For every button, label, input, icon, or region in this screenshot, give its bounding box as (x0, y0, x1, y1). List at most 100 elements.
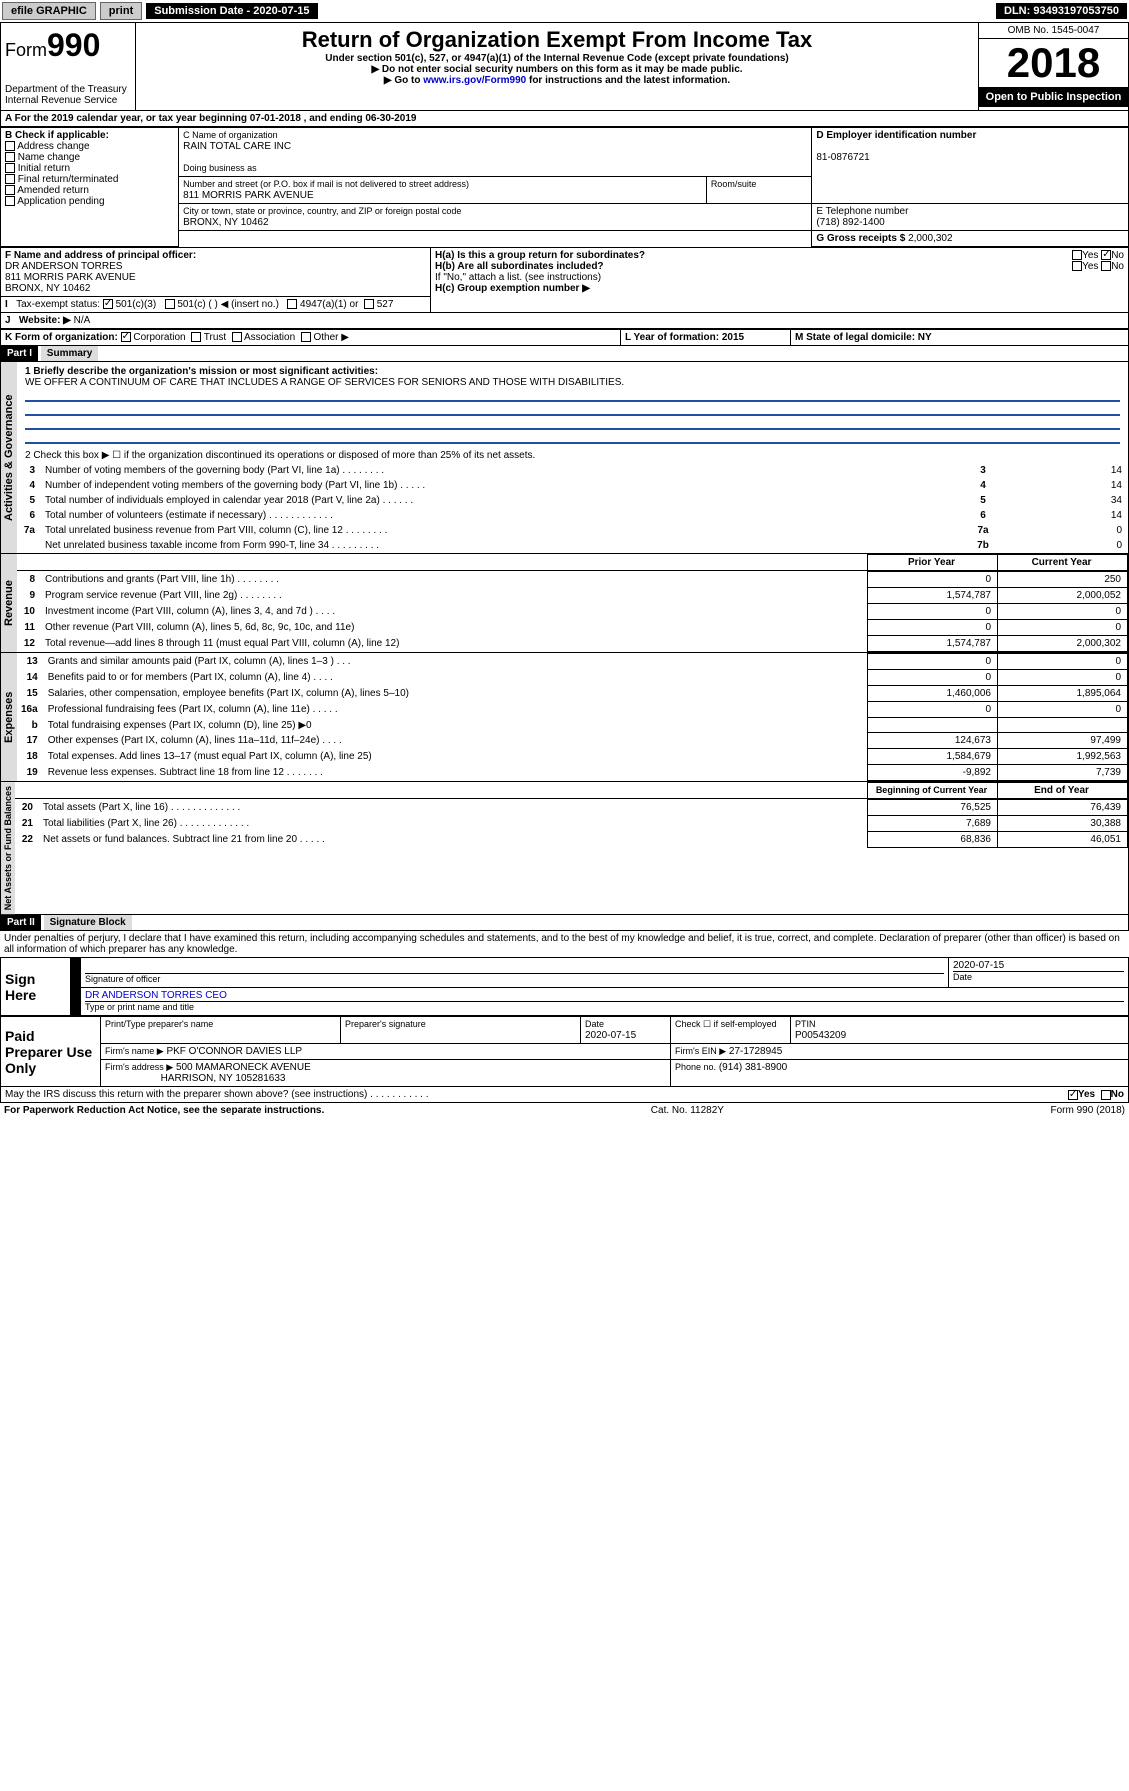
vert-gov: Activities & Governance (1, 362, 17, 553)
final-chk[interactable] (5, 174, 15, 184)
phone-label: Phone no. (675, 1062, 716, 1072)
amended-chk[interactable] (5, 185, 15, 195)
form-org-table: K Form of organization: Corporation Trus… (0, 329, 1129, 346)
form990-link[interactable]: www.irs.gov/Form990 (423, 75, 526, 86)
ein: 81-0876721 (816, 152, 869, 163)
line2: 2 Check this box ▶ ☐ if the organization… (17, 448, 1128, 463)
dept-label: Department of the Treasury (5, 84, 131, 95)
hb-yes: Yes (1082, 261, 1098, 272)
501c3-label: 501(c)(3) (116, 299, 157, 310)
box-j-label: Website: ▶ (19, 315, 71, 326)
527-label: 527 (377, 299, 394, 310)
line1-label: 1 Briefly describe the organization's mi… (25, 366, 378, 377)
sign-here: Sign Here (1, 958, 71, 1016)
prep-name-label: Print/Type preparer's name (105, 1019, 213, 1029)
paid-preparer-table: Paid Preparer Use Only Print/Type prepar… (0, 1016, 1129, 1087)
mission-text: WE OFFER A CONTINUUM OF CARE THAT INCLUD… (25, 377, 624, 388)
ha-no-chk[interactable] (1101, 250, 1111, 260)
officer-name: DR ANDERSON TORRES (5, 261, 122, 272)
other-chk[interactable] (301, 332, 311, 342)
527-chk[interactable] (364, 299, 374, 309)
box-d-label: D Employer identification number (816, 130, 976, 141)
prep-date: 2020-07-15 (585, 1030, 636, 1041)
pending-chk[interactable] (5, 196, 15, 206)
501c3-chk[interactable] (103, 299, 113, 309)
sign-here-table: Sign Here Signature of officer 2020-07-1… (0, 957, 1129, 1016)
501c-label: 501(c) ( ) ◀ (insert no.) (177, 299, 279, 310)
discuss-no-chk[interactable] (1101, 1090, 1111, 1100)
dba-label: Doing business as (183, 163, 257, 173)
officer-addr: 811 MORRIS PARK AVENUE (5, 272, 136, 283)
trust-chk[interactable] (191, 332, 201, 342)
firm-ein: 27-1728945 (729, 1046, 782, 1057)
declaration: Under penalties of perjury, I declare th… (0, 931, 1129, 957)
firm-addr1: 500 MAMARONECK AVENUE (176, 1062, 311, 1073)
exp-rows: 13Grants and similar amounts paid (Part … (17, 653, 1128, 781)
4947-label: 4947(a)(1) or (300, 299, 358, 310)
firm-addr-label: Firm's address ▶ (105, 1062, 173, 1072)
part1-title: Summary (41, 346, 99, 361)
submission-date: Submission Date - 2020-07-15 (146, 3, 317, 19)
period-line: A For the 2019 calendar year, or tax yea… (0, 111, 1129, 127)
addr-change-chk[interactable] (5, 141, 15, 151)
assoc-chk[interactable] (232, 332, 242, 342)
discuss-yes-chk[interactable] (1068, 1090, 1078, 1100)
name-change-label: Name change (18, 152, 80, 163)
vert-net: Net Assets or Fund Balances (1, 782, 15, 914)
omb-number: OMB No. 1545-0047 (979, 23, 1128, 39)
501c-chk[interactable] (165, 299, 175, 309)
net-rows: 20Total assets (Part X, line 16) . . . .… (15, 799, 1128, 848)
initial-chk[interactable] (5, 163, 15, 173)
ha-label: H(a) Is this a group return for subordin… (435, 250, 645, 261)
box-k-label: K Form of organization: (5, 332, 118, 343)
vert-exp: Expenses (1, 653, 17, 781)
subtitle3-post: for instructions and the latest informat… (526, 75, 730, 86)
print-btn[interactable]: print (100, 2, 142, 20)
corp-chk[interactable] (121, 332, 131, 342)
check-self: Check ☐ if self-employed (671, 1017, 791, 1044)
form-title: Return of Organization Exempt From Incom… (140, 27, 974, 53)
org-name: RAIN TOTAL CARE INC (183, 141, 291, 152)
footer-mid: Cat. No. 11282Y (651, 1105, 724, 1116)
ptin: P00543209 (795, 1030, 846, 1041)
efile-btn[interactable]: efile GRAPHIC (2, 2, 96, 20)
officer-city: BRONX, NY 10462 (5, 283, 90, 294)
hdr-end: End of Year (998, 783, 1128, 799)
form-header: Form990 Department of the Treasury Inter… (0, 22, 1129, 111)
top-bar: efile GRAPHIC print Submission Date - 20… (0, 0, 1129, 22)
sig-date: 2020-07-15 (953, 960, 1124, 972)
subtitle2: ▶ Do not enter social security numbers o… (140, 64, 974, 75)
pending-label: Application pending (17, 196, 104, 207)
ha-yes-chk[interactable] (1072, 250, 1082, 260)
open-public: Open to Public Inspection (979, 87, 1128, 107)
hb-label: H(b) Are all subordinates included? (435, 261, 604, 272)
ha-no: No (1111, 250, 1124, 261)
box-b-label: B Check if applicable: (5, 130, 109, 141)
ptin-label: PTIN (795, 1019, 816, 1029)
box-g-label: G Gross receipts $ (816, 233, 905, 244)
4947-chk[interactable] (287, 299, 297, 309)
hdr-curr: Current Year (998, 555, 1128, 571)
other-label: Other ▶ (313, 332, 348, 343)
phone: (914) 381-8900 (719, 1062, 787, 1073)
rev-header: Prior Year Current Year (17, 554, 1128, 571)
gov-rows: 3Number of voting members of the governi… (17, 463, 1128, 553)
footer: For Paperwork Reduction Act Notice, see … (0, 1103, 1129, 1118)
sig-officer-label: Signature of officer (85, 974, 160, 984)
footer-left: For Paperwork Reduction Act Notice, see … (4, 1105, 324, 1116)
hdr-beg: Beginning of Current Year (868, 783, 998, 799)
ha-yes: Yes (1082, 250, 1098, 261)
form-prefix: Form (5, 40, 47, 60)
part2-bar: Part II (1, 915, 41, 930)
vert-rev: Revenue (1, 554, 17, 652)
final-label: Final return/terminated (18, 174, 119, 185)
paid-preparer: Paid Preparer Use Only (1, 1017, 101, 1087)
officer-name-link[interactable]: DR ANDERSON TORRES CEO (85, 990, 227, 1001)
prep-sig-label: Preparer's signature (345, 1019, 426, 1029)
discuss-label: May the IRS discuss this return with the… (5, 1089, 429, 1100)
rev-rows: 8Contributions and grants (Part VIII, li… (17, 571, 1128, 652)
hb-yes-chk[interactable] (1072, 261, 1082, 271)
hb-no-chk[interactable] (1101, 261, 1111, 271)
hdr-prior: Prior Year (868, 555, 998, 571)
name-change-chk[interactable] (5, 152, 15, 162)
